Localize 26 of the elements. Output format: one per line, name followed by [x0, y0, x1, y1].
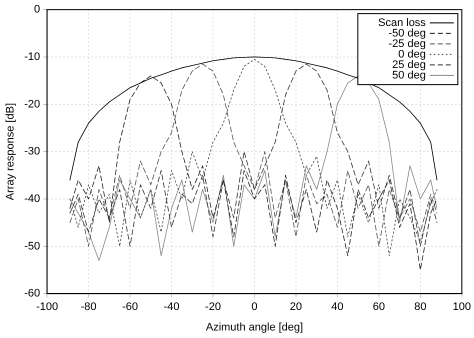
- x-tick-label: 0: [251, 301, 258, 314]
- x-tick-label: -40: [164, 301, 180, 314]
- legend-label: 0 deg: [398, 48, 426, 60]
- x-tick-label: -60: [122, 301, 138, 314]
- y-tick-label: -20: [24, 98, 40, 110]
- x-tick-label: 40: [331, 301, 344, 314]
- legend-label: 50 deg: [392, 69, 426, 82]
- x-axis-title: Azimuth angle [deg]: [206, 321, 304, 334]
- x-tick-label: 20: [290, 301, 302, 314]
- legend-label: -50 deg: [388, 27, 426, 40]
- y-axis-title: Array response [dB]: [4, 102, 17, 200]
- y-tick-label: -50: [24, 240, 40, 252]
- y-tick-label: 0: [34, 4, 40, 16]
- legend-label: -25 deg: [388, 38, 426, 50]
- legend-label: Scan loss: [378, 16, 426, 29]
- y-tick-label: -10: [24, 50, 40, 63]
- x-tick-label: -20: [205, 301, 221, 314]
- y-tick-label: -60: [24, 288, 40, 300]
- x-tick-label: 60: [372, 301, 386, 314]
- y-tick-label: -40: [24, 192, 40, 205]
- legend-label: 25 deg: [392, 58, 426, 71]
- x-tick-label: -100: [36, 301, 58, 314]
- x-tick-label: 100: [452, 301, 472, 314]
- x-tick-label: -80: [80, 301, 97, 314]
- x-tick-label: 80: [414, 301, 426, 314]
- y-tick-label: -30: [24, 146, 40, 158]
